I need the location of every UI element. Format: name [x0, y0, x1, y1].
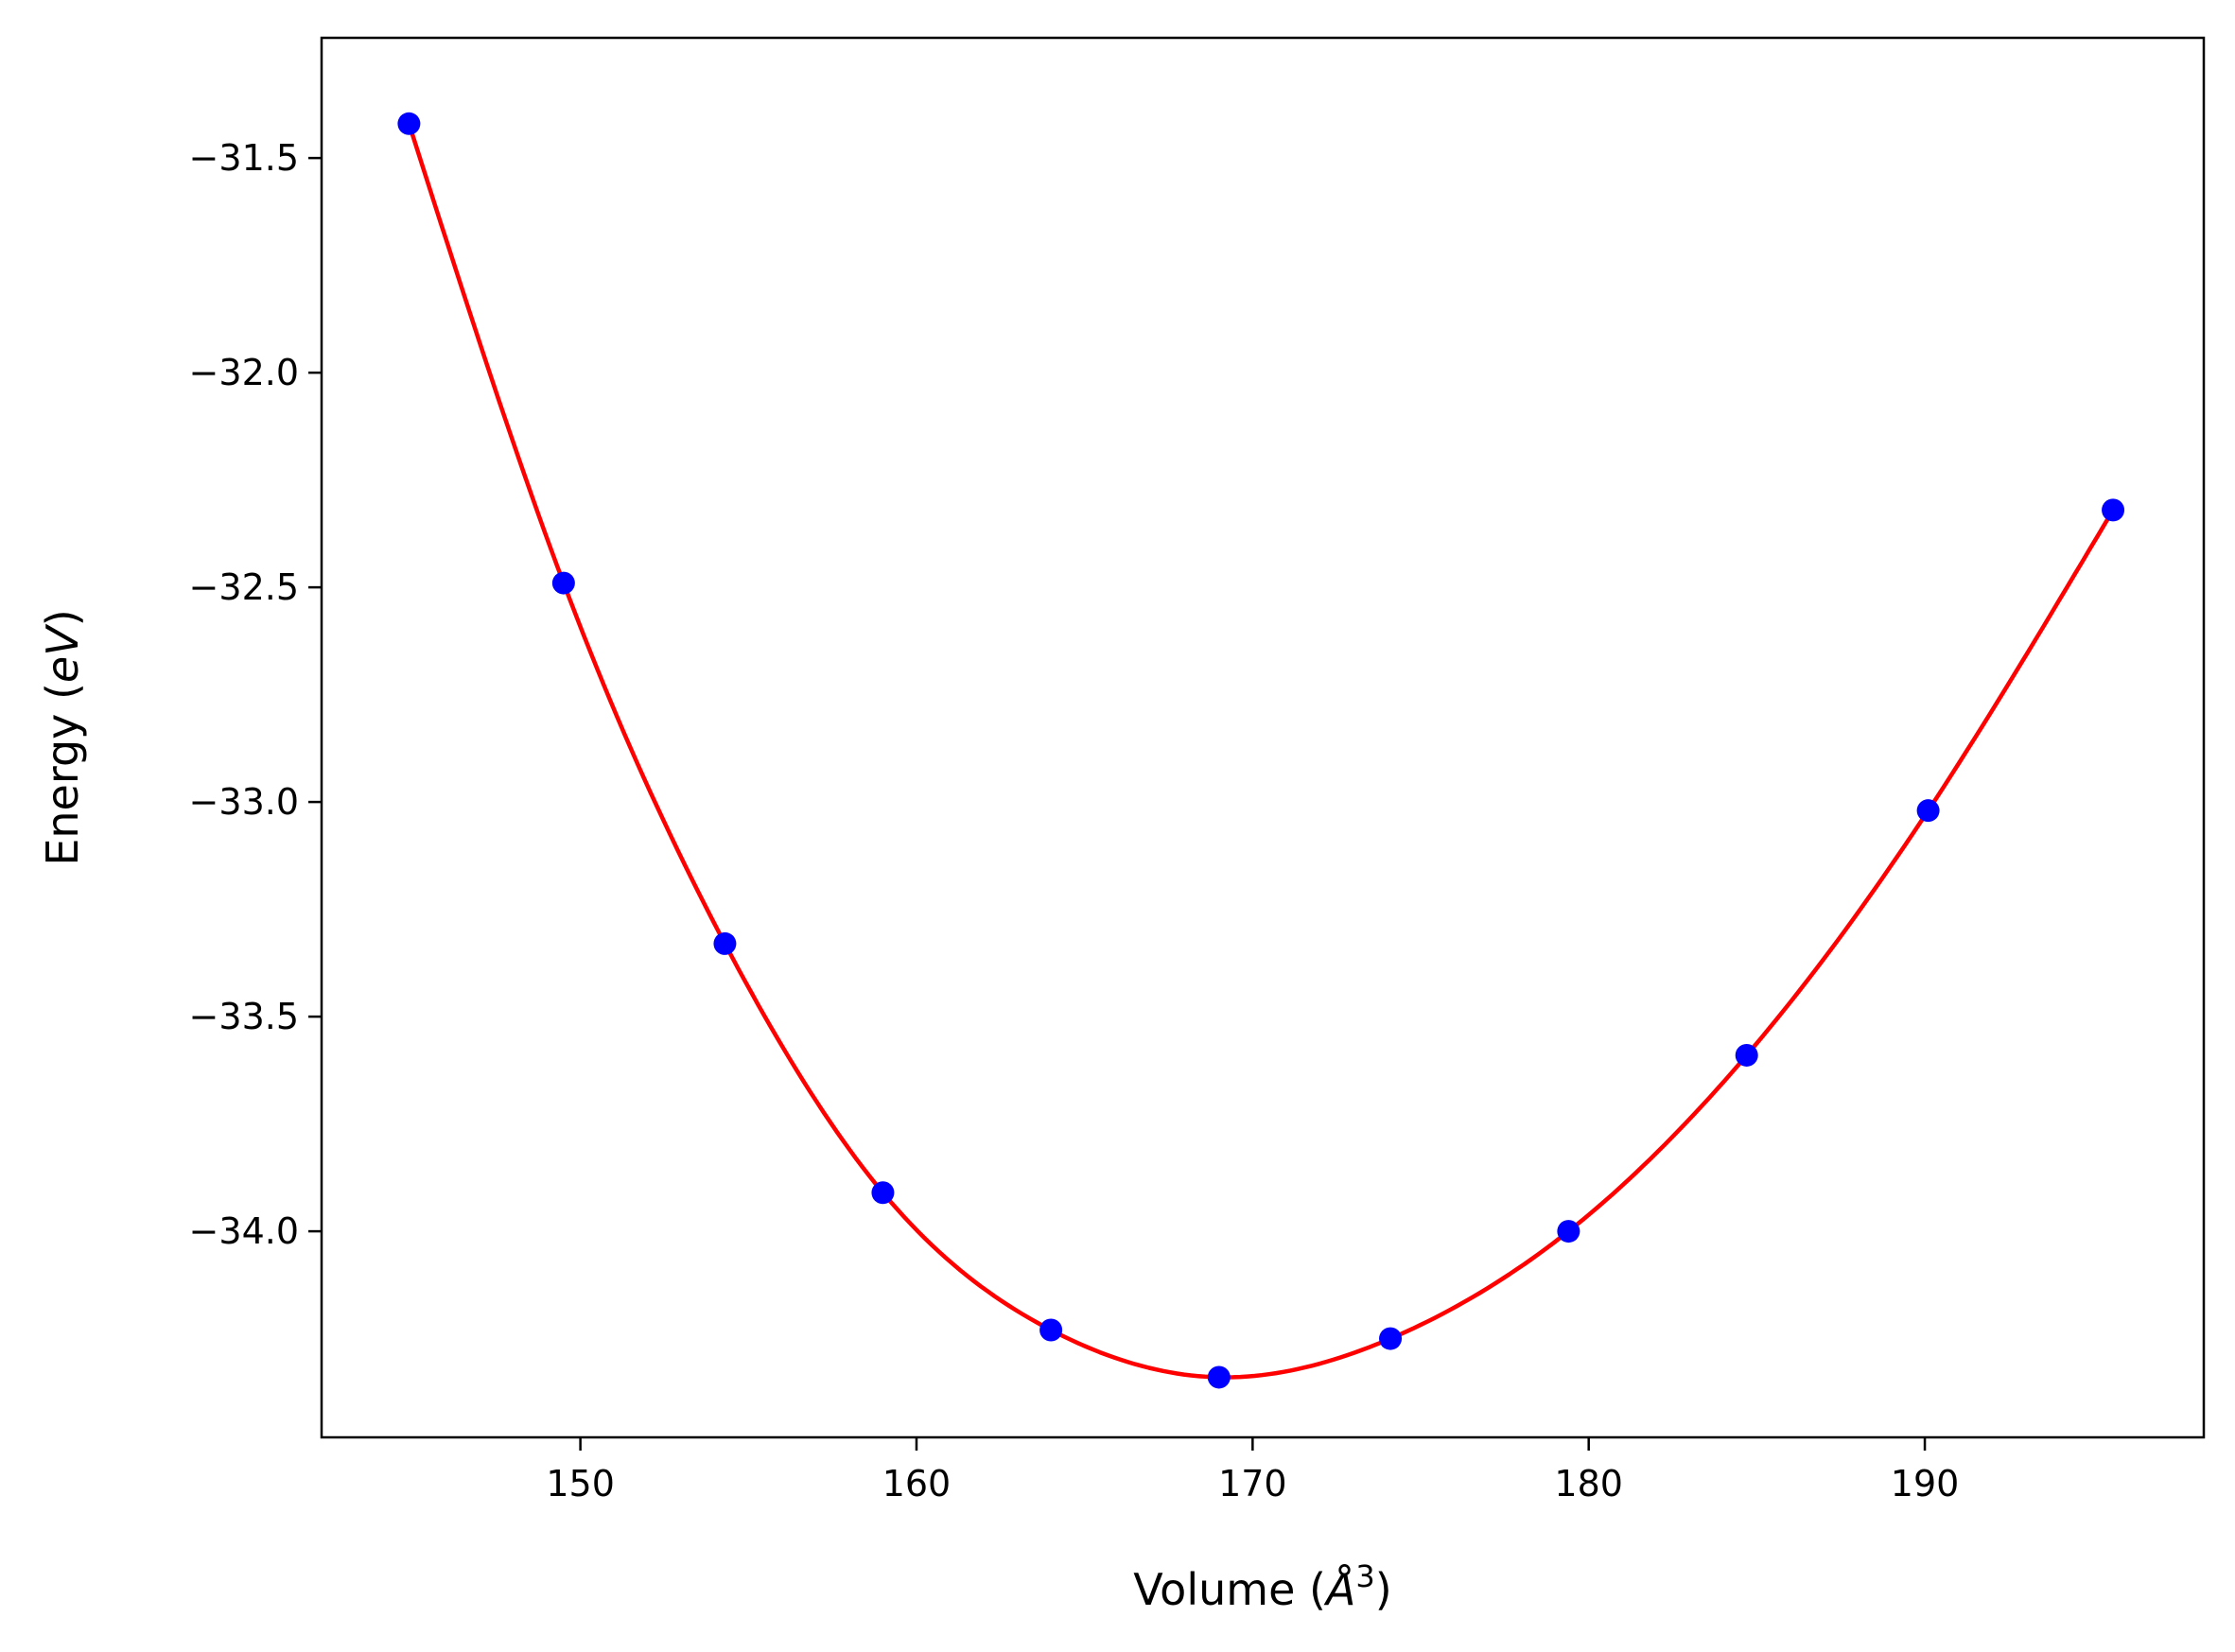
data-point — [871, 1181, 895, 1205]
x-axis-title: Volume (Å3) — [1133, 1558, 1391, 1615]
x-tick-label: 190 — [1891, 1463, 1960, 1504]
y-tick-label: −32.5 — [189, 566, 299, 608]
y-tick-label: −32.0 — [189, 352, 299, 393]
data-point — [2102, 498, 2125, 522]
x-axis-ticks: 150 160 170 180 190 — [546, 1437, 1959, 1504]
data-point — [1916, 799, 1940, 823]
x-tick-label: 170 — [1218, 1463, 1287, 1504]
data-point — [1379, 1327, 1403, 1350]
data-point — [397, 112, 421, 135]
data-point — [1735, 1043, 1758, 1067]
fit-curve-layer — [407, 123, 2116, 1380]
plot-frame — [320, 36, 2206, 1439]
y-tick-label: −31.5 — [189, 137, 299, 179]
y-tick-label: −34.0 — [189, 1210, 299, 1252]
data-point — [1207, 1365, 1231, 1389]
y-tick-label: −33.5 — [189, 996, 299, 1037]
data-point — [551, 571, 575, 595]
data-points-layer — [397, 112, 2125, 1389]
y-tick-label: −33.0 — [189, 781, 299, 823]
y-axis-ticks: −31.5 −32.0 −32.5 −33.0 −33.5 −34.0 — [189, 137, 322, 1252]
x-tick-label: 150 — [546, 1463, 615, 1504]
data-point — [713, 931, 737, 955]
y-axis-title: Energy (eV) — [37, 609, 88, 865]
fit-curve-line — [407, 123, 2116, 1380]
x-tick-label: 160 — [882, 1463, 952, 1504]
x-tick-label: 180 — [1554, 1463, 1623, 1504]
data-point — [1039, 1318, 1063, 1342]
data-point — [1557, 1220, 1580, 1243]
